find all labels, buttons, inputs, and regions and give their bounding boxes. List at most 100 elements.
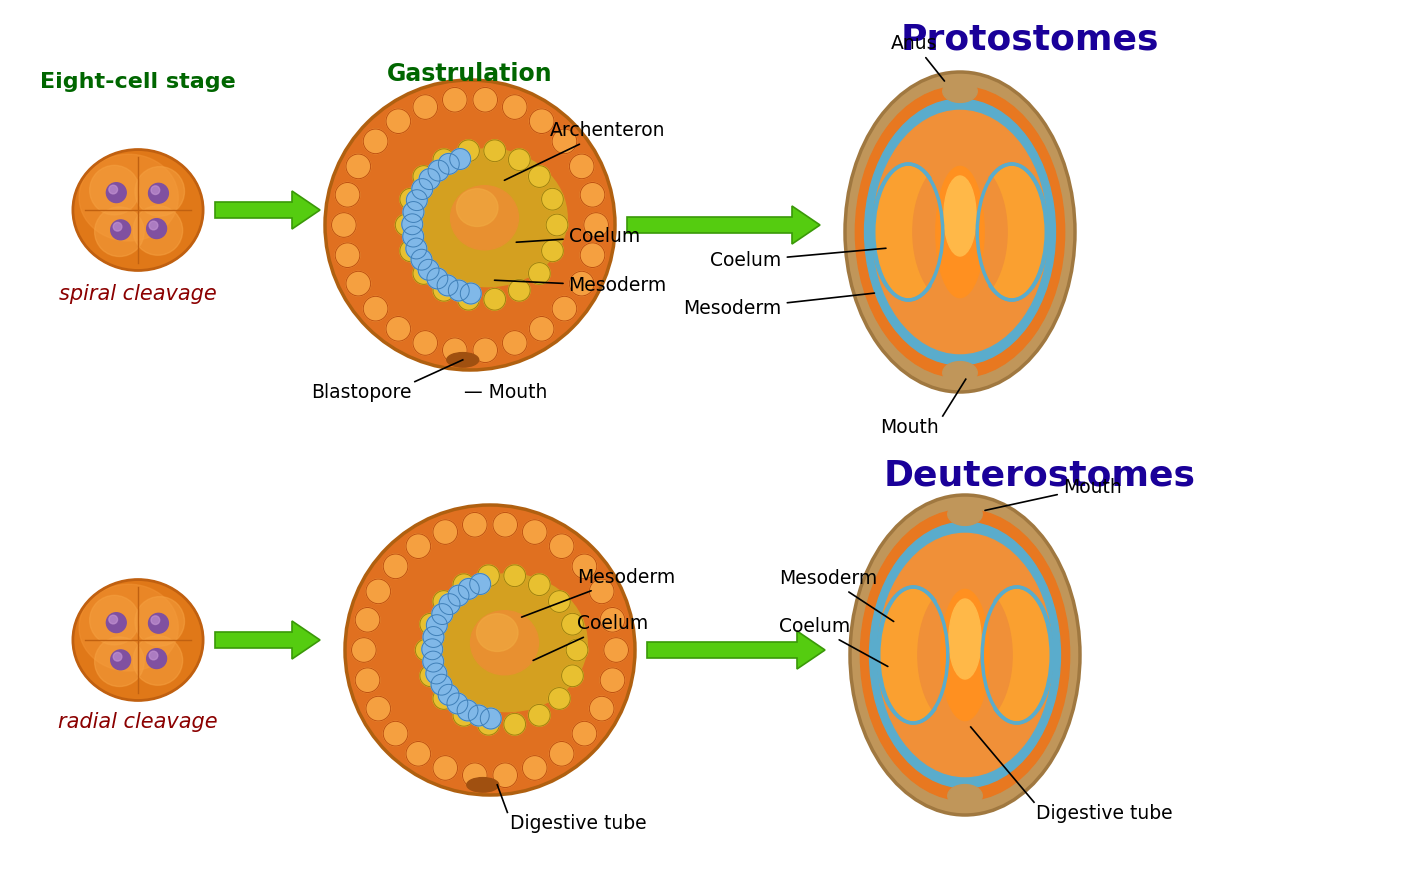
Circle shape [384,554,408,578]
Circle shape [434,591,455,612]
Circle shape [442,338,468,363]
Circle shape [108,185,117,194]
Text: Mouth: Mouth [880,418,940,437]
Circle shape [147,218,167,239]
Circle shape [572,722,596,746]
Ellipse shape [73,579,202,700]
Circle shape [419,168,441,190]
Ellipse shape [873,110,1048,354]
Circle shape [94,637,144,686]
Circle shape [384,722,408,746]
Circle shape [529,316,553,341]
Circle shape [406,534,431,559]
Circle shape [352,638,376,662]
Ellipse shape [78,154,178,241]
Circle shape [438,275,458,296]
Ellipse shape [948,503,983,526]
Circle shape [478,714,499,735]
Circle shape [151,186,160,194]
Ellipse shape [918,583,1001,727]
Circle shape [546,214,568,236]
Circle shape [562,665,583,687]
Circle shape [414,263,435,284]
Circle shape [509,280,530,301]
Ellipse shape [78,584,178,671]
Circle shape [483,140,506,161]
Circle shape [438,684,459,705]
Circle shape [542,240,563,262]
Circle shape [448,280,469,301]
Circle shape [603,638,629,662]
Circle shape [94,207,144,257]
Circle shape [522,519,548,544]
Circle shape [148,184,168,203]
Circle shape [133,635,183,685]
Circle shape [422,639,442,659]
Circle shape [569,154,595,179]
Ellipse shape [73,150,202,271]
Circle shape [572,554,596,578]
Circle shape [406,741,431,766]
Ellipse shape [846,72,1075,392]
FancyArrow shape [627,206,820,244]
Ellipse shape [941,590,990,721]
Circle shape [419,613,442,635]
Circle shape [439,593,461,615]
Circle shape [424,626,443,648]
Circle shape [493,763,518,788]
Circle shape [566,639,588,661]
Circle shape [503,714,526,735]
Circle shape [483,289,506,310]
Circle shape [150,651,158,660]
Circle shape [111,650,131,670]
Circle shape [418,259,439,280]
Ellipse shape [451,185,519,249]
Text: Coelum: Coelum [533,615,649,660]
Ellipse shape [864,99,1055,364]
Text: Anus: Anus [891,34,944,81]
Circle shape [580,243,605,267]
Circle shape [446,693,468,714]
Circle shape [411,249,432,270]
Circle shape [335,183,359,207]
Circle shape [552,129,576,153]
Circle shape [335,243,359,267]
Circle shape [434,149,455,170]
Circle shape [529,166,550,187]
Circle shape [325,80,615,370]
Circle shape [406,190,428,210]
Circle shape [399,240,422,262]
Circle shape [600,668,625,692]
Circle shape [453,705,475,726]
Ellipse shape [924,160,1007,304]
Circle shape [468,705,489,726]
Circle shape [135,597,184,646]
Text: Mesoderm: Mesoderm [683,293,874,318]
Circle shape [108,615,117,624]
Text: Coelum: Coelum [779,617,888,666]
FancyArrow shape [647,631,826,669]
Ellipse shape [446,353,479,367]
Circle shape [431,674,452,695]
Circle shape [414,166,435,187]
Circle shape [529,574,550,595]
Ellipse shape [877,534,1052,777]
Ellipse shape [948,785,983,807]
Circle shape [549,591,570,612]
Text: Archenteron: Archenteron [505,121,666,180]
Ellipse shape [925,579,1004,731]
Ellipse shape [476,614,518,651]
Circle shape [422,651,443,672]
Circle shape [562,613,583,635]
Circle shape [355,668,379,692]
Circle shape [151,616,160,625]
Circle shape [90,595,140,645]
Ellipse shape [943,362,977,384]
Ellipse shape [935,167,984,298]
Ellipse shape [977,164,1048,300]
Text: Blastopore: Blastopore [311,383,412,402]
Text: Digestive tube: Digestive tube [1037,804,1174,822]
Ellipse shape [850,495,1079,815]
Circle shape [90,166,140,215]
Circle shape [589,696,615,721]
